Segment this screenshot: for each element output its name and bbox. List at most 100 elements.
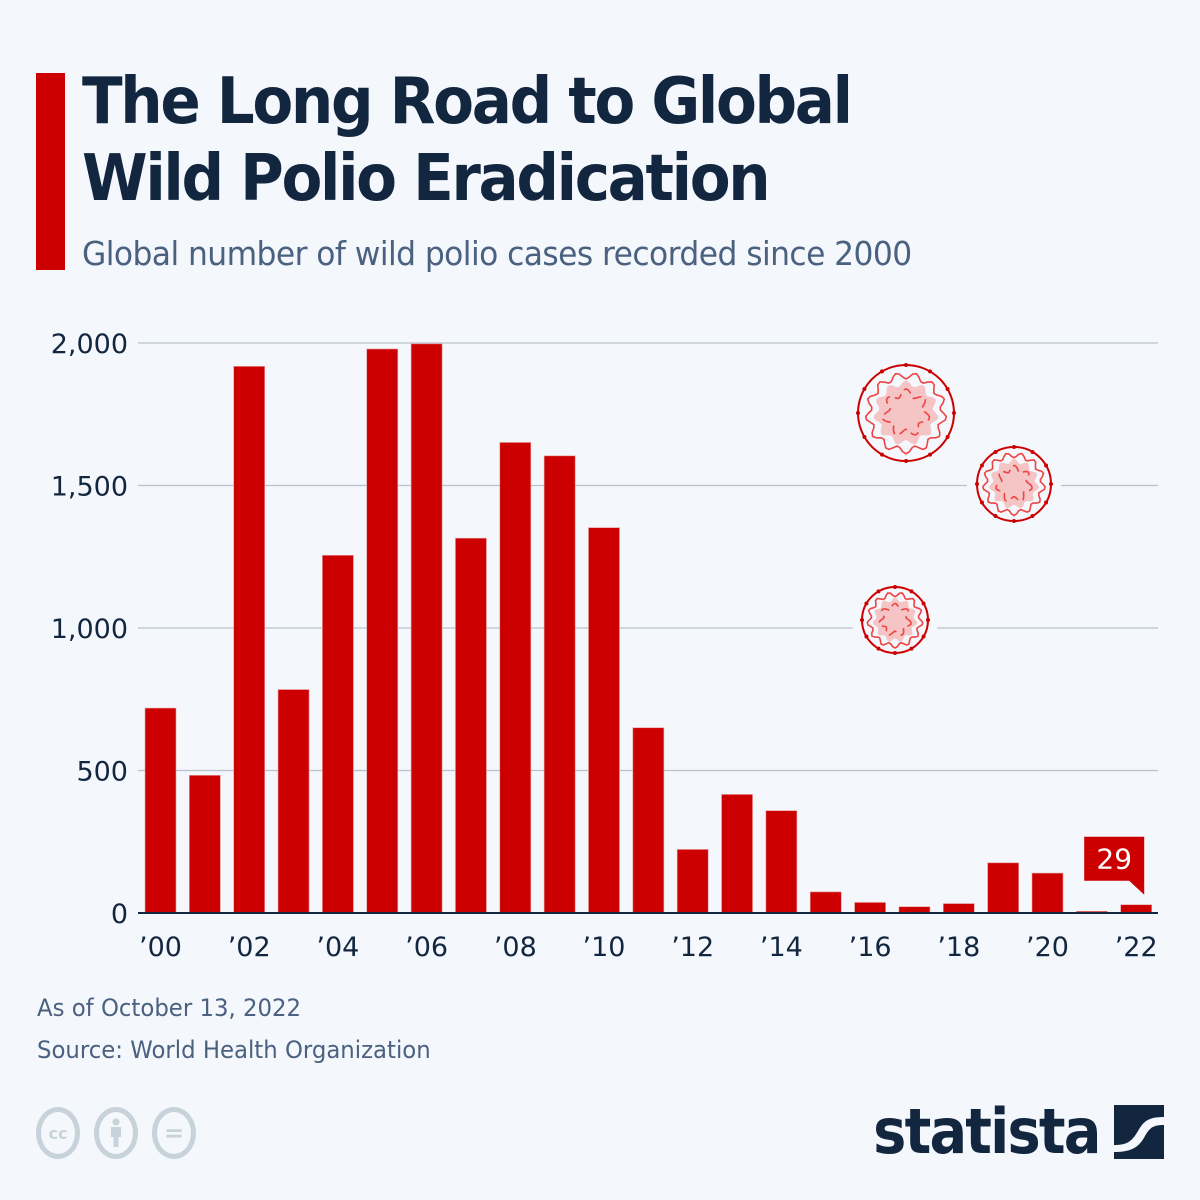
bar-2000: [144, 707, 177, 914]
virus-spike: [945, 435, 950, 439]
x-tick-label: ’18: [937, 932, 980, 963]
x-tick-label: ’22: [1115, 932, 1158, 963]
bar-2001: [189, 775, 221, 914]
virus-spike: [979, 463, 984, 468]
virus-spike: [1012, 519, 1016, 523]
virus-spike: [928, 369, 932, 374]
x-tick-label: ’02: [228, 932, 271, 963]
virus-spike: [1030, 449, 1035, 454]
bar-chart: 0 500 1,000 1,500 2,000 ’00 ’02 ’04 ’06 ’08 ’10 ’1…: [51, 329, 1158, 963]
virus-spike: [904, 459, 908, 463]
bar-2004: [322, 555, 354, 914]
x-tick-label: ’20: [1026, 932, 1069, 963]
x-tick-label: ’00: [139, 932, 182, 963]
virus-rna: [881, 388, 931, 436]
bar-2008: [499, 442, 532, 914]
bar-2014: [765, 810, 798, 914]
bar-2013: [721, 794, 753, 914]
virus-illustrations: [848, 355, 1061, 663]
x-tick-label: ’08: [494, 932, 537, 963]
chart-title: The Long Road to Global Wild Polio Eradi…: [82, 64, 853, 218]
title-accent-bar: [36, 73, 65, 270]
person-glyph: [111, 1118, 121, 1147]
virus-spike: [909, 589, 914, 594]
bar-2005: [366, 348, 399, 914]
bar-2003: [277, 689, 310, 914]
bar-2015: [809, 891, 842, 914]
callout-label: 29: [1096, 843, 1132, 876]
bar-2007: [455, 537, 487, 914]
virus-spike: [880, 452, 884, 457]
virus-spike: [1030, 514, 1035, 519]
virus-spike: [1044, 500, 1049, 505]
virus-spike: [864, 634, 869, 639]
bar-2016: [854, 902, 886, 914]
virus-spike: [945, 387, 950, 391]
virus-spike: [860, 618, 864, 622]
brand-name: statista: [873, 1095, 1102, 1168]
virus-spike: [1049, 482, 1053, 486]
virus-spike: [864, 601, 869, 606]
virus-layer: [982, 452, 1046, 517]
virus-spike: [893, 651, 897, 655]
annotations: 29: [1084, 836, 1145, 895]
virus-icon: [967, 437, 1061, 531]
bar-2020: [1031, 872, 1064, 914]
bar-2011: [632, 727, 665, 914]
y-tick-label: 0: [111, 899, 128, 930]
virus-icon: [848, 355, 964, 471]
bar-2006: [410, 343, 443, 914]
virus-core: [874, 380, 938, 445]
chart-subtitle: Global number of wild polio cases record…: [82, 234, 912, 273]
virus-spike: [993, 514, 998, 519]
virus-spike: [993, 449, 998, 454]
x-tick-label: ’06: [405, 932, 448, 963]
virus-spike: [926, 618, 930, 622]
virus-rna: [878, 602, 912, 636]
source-note: Source: World Health Organization: [37, 1036, 431, 1064]
statista-logo-icon: [1114, 1105, 1164, 1159]
x-axis-ticks: ’00 ’02 ’04 ’06 ’08 ’10 ’12 ’14 ’16 ’18 ’20 ’22: [139, 932, 1158, 963]
x-tick-label: ’12: [671, 932, 714, 963]
virus-spike: [904, 363, 908, 367]
virus-spike: [862, 435, 867, 439]
statista-logo[interactable]: statista: [848, 1095, 1164, 1168]
as-of-date: As of October 13, 2022: [37, 994, 301, 1022]
virus-rna: [995, 464, 1033, 502]
title-line-2: Wild Polio Eradication: [82, 142, 771, 216]
bar-2019: [987, 862, 1019, 914]
virus-spike: [893, 585, 897, 589]
virus-spike: [876, 589, 881, 594]
virus-spike: [880, 369, 884, 374]
virus-layer: [864, 372, 948, 455]
virus-spike: [975, 482, 979, 486]
virus-spike: [862, 387, 867, 391]
x-tick-label: ’04: [316, 932, 359, 963]
bar-2009: [543, 455, 576, 914]
title-line-1: The Long Road to Global: [82, 65, 853, 139]
virus-spike: [1012, 445, 1016, 449]
x-tick-label: ’14: [760, 932, 803, 963]
virus-spike: [921, 634, 926, 639]
bars: [144, 343, 1152, 914]
no-derivatives-icon[interactable]: =: [152, 1107, 196, 1159]
cc-icon[interactable]: cc: [36, 1107, 80, 1159]
bar-2018: [942, 903, 975, 914]
virus-spike: [909, 646, 914, 651]
bar-2002: [233, 366, 265, 914]
y-tick-label: 500: [76, 757, 128, 788]
virus-spike: [979, 500, 984, 505]
virus-spike: [921, 601, 926, 606]
virus-spike: [928, 452, 932, 457]
virus-spike: [876, 646, 881, 651]
bar-2012: [676, 849, 709, 914]
attribution-icon[interactable]: [94, 1107, 138, 1159]
x-tick-label: ’16: [849, 932, 892, 963]
virus-layer: [866, 592, 924, 649]
y-tick-label: 2,000: [51, 329, 128, 360]
callout-box: [1084, 836, 1145, 895]
y-tick-label: 1,000: [51, 614, 128, 645]
virus-icon: [852, 577, 938, 663]
license-icons: cc =: [36, 1107, 196, 1159]
x-tick-label: ’10: [583, 932, 626, 963]
